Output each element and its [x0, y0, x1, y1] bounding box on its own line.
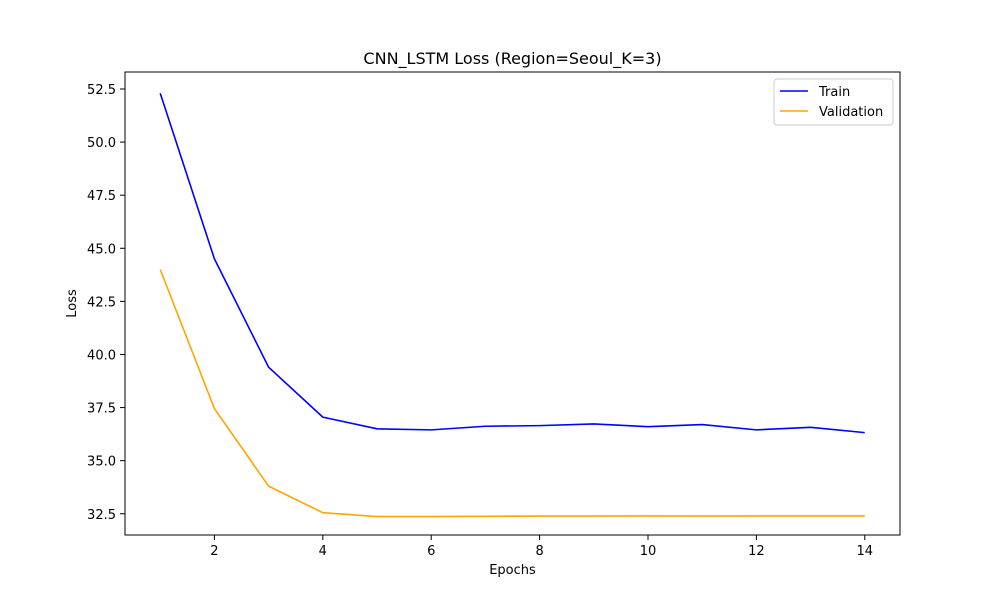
x-tick-label: 6 — [427, 544, 435, 559]
series-line-validation — [159, 269, 865, 518]
series-line-train — [159, 92, 865, 434]
x-tick-label: 12 — [748, 544, 765, 559]
y-tick-label: 35.0 — [87, 455, 116, 470]
legend-label-validation: Validation — [819, 105, 883, 120]
y-tick-label: 37.5 — [87, 402, 116, 417]
y-tick-label: 47.5 — [87, 189, 116, 204]
x-tick-label: 8 — [535, 544, 543, 559]
x-tick-label: 10 — [640, 544, 657, 559]
legend-entries: Train Validation — [780, 85, 883, 120]
y-tick-label: 42.5 — [87, 295, 116, 310]
y-axis: 32.5 35.0 37.5 40.0 42.5 45.0 47.5 50.0 52.5 — [87, 83, 125, 523]
legend-label-train: Train — [818, 85, 850, 100]
y-tick-label: 45.0 — [87, 242, 116, 257]
x-axis-title: Epochs — [489, 563, 536, 578]
chart-title: CNN_LSTM Loss (Region=Seoul_K=3) — [363, 49, 661, 69]
legend: Train Validation — [773, 78, 894, 126]
series-lines — [159, 92, 865, 518]
y-tick-label: 40.0 — [87, 348, 116, 363]
x-tick-label: 14 — [856, 544, 873, 559]
x-axis: 2 4 6 8 10 12 14 — [210, 535, 873, 559]
y-axis-title: Loss — [65, 289, 80, 318]
x-tick-label: 2 — [210, 544, 218, 559]
plot-area-frame — [124, 71, 901, 536]
x-tick-label: 4 — [319, 544, 327, 559]
y-tick-label: 50.0 — [87, 136, 116, 151]
y-tick-label: 52.5 — [87, 83, 116, 98]
y-tick-label: 32.5 — [87, 508, 116, 523]
